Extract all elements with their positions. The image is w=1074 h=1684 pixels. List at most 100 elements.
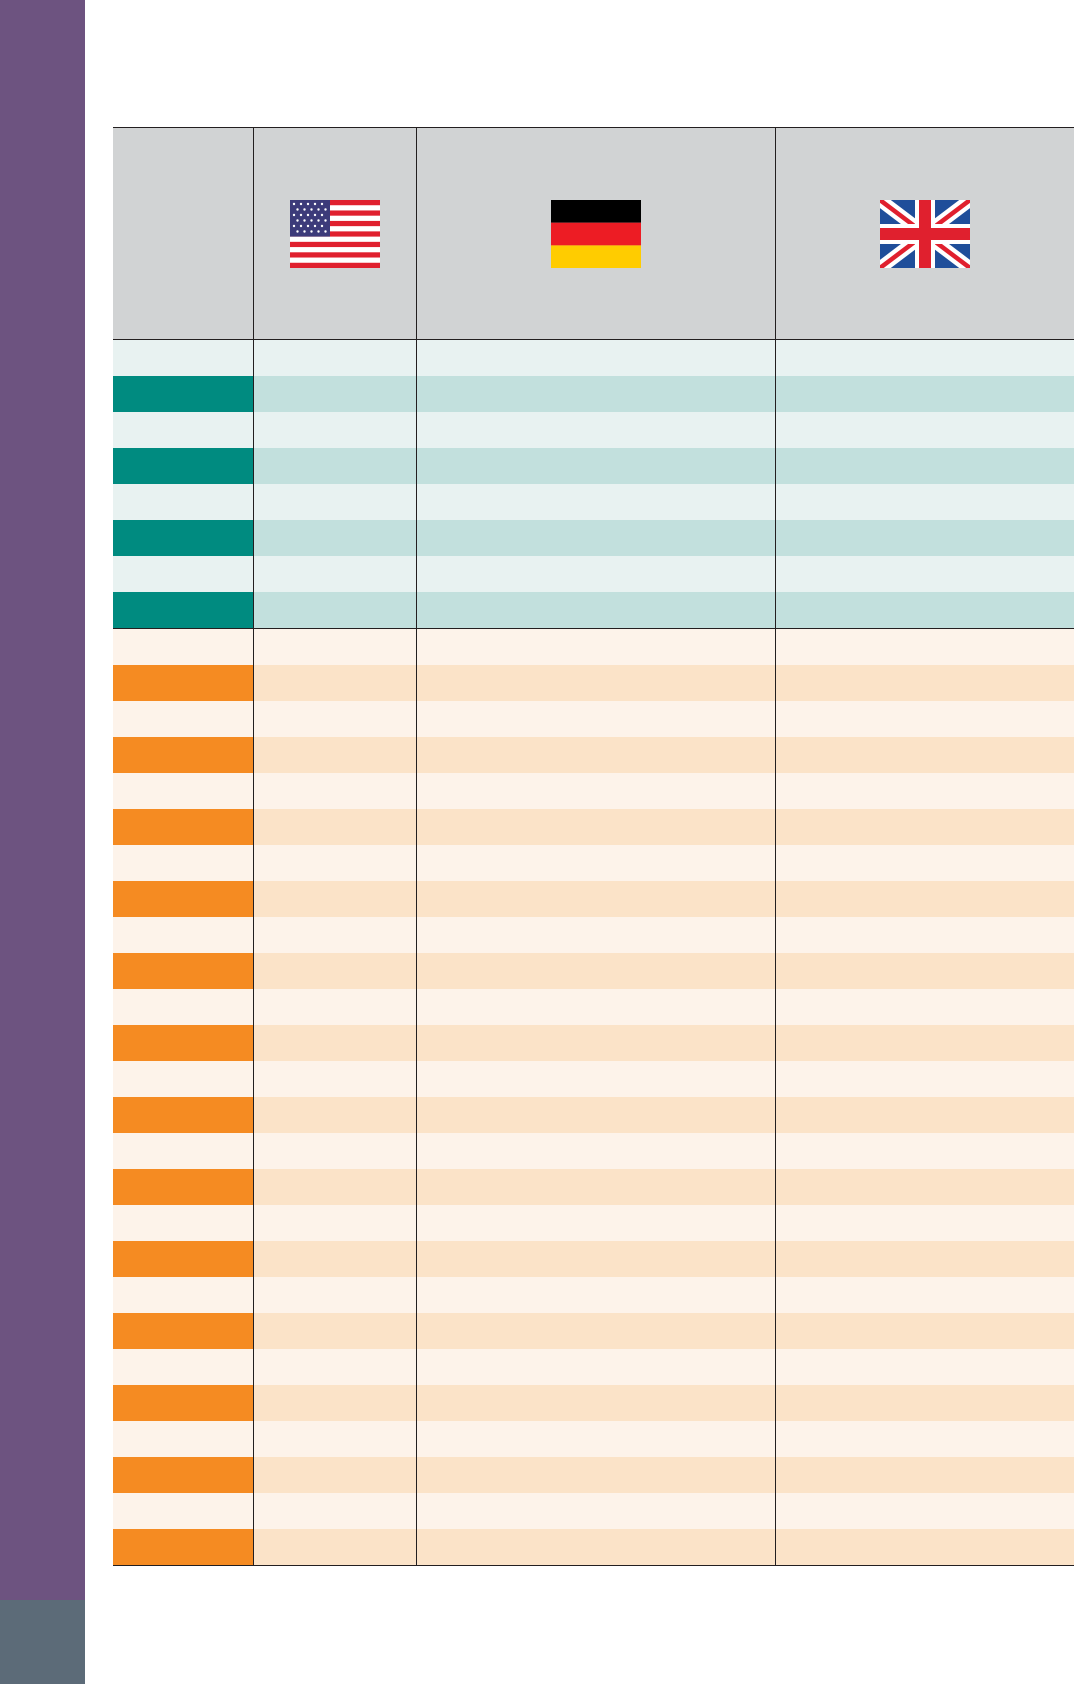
table-cell xyxy=(253,1385,417,1421)
table-cell xyxy=(416,881,776,917)
table-cell xyxy=(775,1133,1074,1169)
table-row xyxy=(113,809,1074,845)
table-row xyxy=(113,665,1074,701)
row-label-cell xyxy=(113,376,254,412)
table-row xyxy=(113,1529,1074,1566)
row-label-cell xyxy=(113,809,254,845)
table-cell xyxy=(775,989,1074,1025)
row-label-cell xyxy=(113,1241,254,1277)
table-cell xyxy=(253,1025,417,1061)
table-cell xyxy=(416,989,776,1025)
header-uk-cell xyxy=(775,127,1074,340)
table-cell xyxy=(416,1457,776,1493)
row-label-cell xyxy=(113,1385,254,1421)
table-cell xyxy=(775,701,1074,737)
table-cell xyxy=(253,1421,417,1457)
row-label-cell xyxy=(113,448,254,484)
header-label-cell xyxy=(113,127,254,340)
row-label-cell xyxy=(113,1349,254,1385)
table-row xyxy=(113,773,1074,809)
side-bar-footer xyxy=(0,1600,85,1684)
table-cell xyxy=(253,556,417,592)
table-row xyxy=(113,448,1074,484)
table-row xyxy=(113,1457,1074,1493)
row-label-cell xyxy=(113,1097,254,1133)
table-cell xyxy=(416,376,776,412)
table-cell xyxy=(775,881,1074,917)
table-cell xyxy=(253,376,417,412)
table-cell xyxy=(416,339,776,376)
table-row xyxy=(113,1061,1074,1097)
table-cell xyxy=(253,1493,417,1529)
table-cell xyxy=(416,1493,776,1529)
table-cell xyxy=(253,1061,417,1097)
row-label-cell xyxy=(113,773,254,809)
table-cell xyxy=(416,1205,776,1241)
table-cell xyxy=(416,592,776,629)
table-cell xyxy=(253,520,417,556)
row-label-cell xyxy=(113,556,254,592)
row-label-cell xyxy=(113,628,254,665)
table-cell xyxy=(775,628,1074,665)
table-cell xyxy=(253,412,417,448)
header-usa-cell xyxy=(253,127,417,340)
table-cell xyxy=(416,520,776,556)
table-cell xyxy=(253,448,417,484)
table-cell xyxy=(775,1385,1074,1421)
table-cell xyxy=(775,448,1074,484)
uk-flag-icon xyxy=(879,199,970,268)
table-cell xyxy=(775,1205,1074,1241)
table-cell xyxy=(416,737,776,773)
table-cell xyxy=(253,989,417,1025)
row-label-cell xyxy=(113,917,254,953)
germany-flag-icon xyxy=(550,199,641,268)
table-cell xyxy=(253,1313,417,1349)
row-label-cell xyxy=(113,1205,254,1241)
table-cell xyxy=(253,953,417,989)
table-cell xyxy=(416,773,776,809)
header-germany-cell xyxy=(416,127,776,340)
row-label-cell xyxy=(113,701,254,737)
table-cell xyxy=(253,339,417,376)
table-cell xyxy=(775,1277,1074,1313)
table-row xyxy=(113,953,1074,989)
table-cell xyxy=(416,1025,776,1061)
table-cell xyxy=(775,917,1074,953)
table-cell xyxy=(253,881,417,917)
table-row xyxy=(113,1097,1074,1133)
table-row xyxy=(113,484,1074,520)
table-cell xyxy=(416,665,776,701)
table-cell xyxy=(775,376,1074,412)
table-cell xyxy=(775,1061,1074,1097)
table-cell xyxy=(416,484,776,520)
table-cell xyxy=(416,448,776,484)
row-label-cell xyxy=(113,953,254,989)
table-cell xyxy=(416,1241,776,1277)
table-row xyxy=(113,1421,1074,1457)
table-cell xyxy=(775,556,1074,592)
table-cell xyxy=(775,1421,1074,1457)
table-row xyxy=(113,1133,1074,1169)
table-cell xyxy=(775,592,1074,629)
table-cell xyxy=(416,701,776,737)
row-label-cell xyxy=(113,989,254,1025)
table-cell xyxy=(775,339,1074,376)
table-cell xyxy=(253,737,417,773)
table-row xyxy=(113,1025,1074,1061)
table-cell xyxy=(775,1529,1074,1566)
row-label-cell xyxy=(113,1421,254,1457)
table-cell xyxy=(253,1241,417,1277)
table-cell xyxy=(775,737,1074,773)
table-cell xyxy=(253,1097,417,1133)
row-label-cell xyxy=(113,412,254,448)
row-label-cell xyxy=(113,845,254,881)
table-cell xyxy=(253,809,417,845)
row-label-cell xyxy=(113,484,254,520)
row-label-cell xyxy=(113,1457,254,1493)
table-row xyxy=(113,1169,1074,1205)
table-cell xyxy=(416,845,776,881)
table-cell xyxy=(416,809,776,845)
table-cell xyxy=(416,628,776,665)
table-cell xyxy=(775,1349,1074,1385)
table-row xyxy=(113,628,1074,665)
